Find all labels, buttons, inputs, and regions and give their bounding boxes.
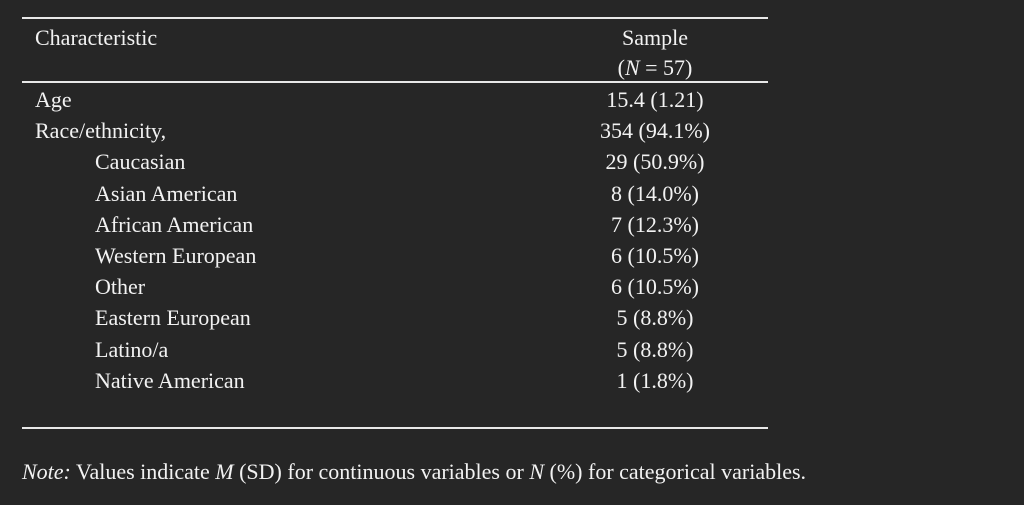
row-value: 5 (8.8%) [616,336,694,362]
text: Values indicate [70,459,216,484]
text: N [529,459,545,484]
row-value: 29 (50.9%) [605,149,705,175]
text: (SD) for continuous variables or [233,459,530,484]
sub-label: Other [95,274,146,300]
text: (%) for categorical variables. [544,459,807,484]
sub-label: African American [95,211,254,237]
note: Note: Values indicate M (SD) for continu… [22,459,806,485]
sub-label: Native American [95,367,245,393]
text: N [624,55,640,80]
row-value: 1 (1.8%) [616,367,694,393]
header-sample: Sample [622,25,688,50]
sub-label: Asian American [95,180,238,206]
header-characteristic: Characteristic [35,25,158,50]
text: = 57) [639,55,693,80]
sub-label: Western European [95,243,257,268]
row-value: 7 (12.3%) [611,211,699,237]
row-label: Age [35,87,72,112]
text: ( [617,55,625,80]
sub-label: Caucasian [95,149,186,175]
row-value: 15.4 (1.21) [606,87,704,112]
text: M [215,459,234,484]
row-value: 6 (10.5%) [611,243,699,268]
row-value: 8 (14.0%) [611,180,699,206]
top-rule [22,17,768,19]
bottom-rule [22,427,768,429]
row-value: 5 (8.8%) [616,305,694,331]
row-value: 354 (94.1%) [600,118,710,144]
header-rule [22,81,768,83]
sub-label: Eastern European [95,305,251,331]
row-label: Race/ethnicity, [35,118,167,144]
text: Note: [22,459,71,484]
row-value: 6 (10.5%) [611,274,699,300]
header-n: (N = 57) [618,55,693,81]
sub-label: Latino/a [95,336,169,362]
